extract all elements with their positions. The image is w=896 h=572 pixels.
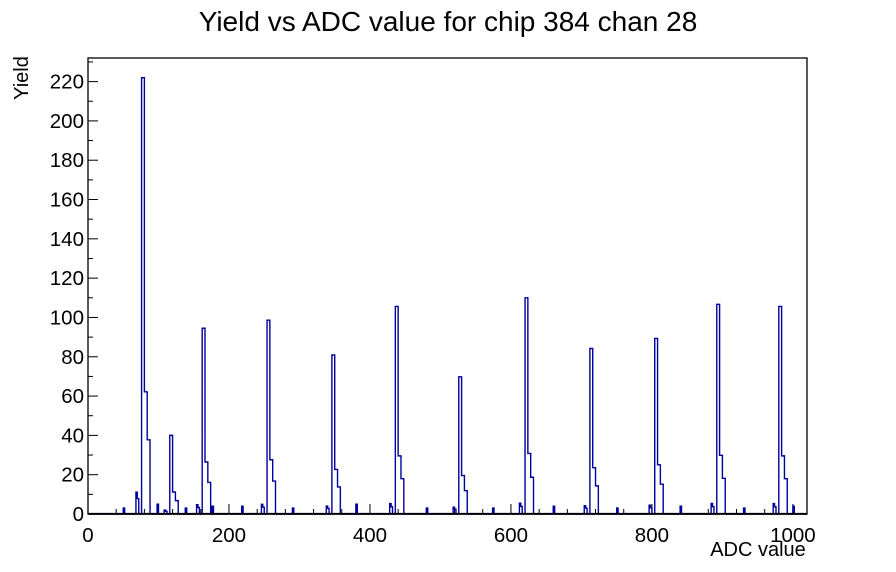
svg-text:400: 400 xyxy=(353,524,387,547)
svg-text:80: 80 xyxy=(61,346,84,369)
svg-text:160: 160 xyxy=(50,189,84,212)
svg-text:0: 0 xyxy=(82,524,93,547)
svg-text:Yield: Yield xyxy=(11,56,33,100)
svg-text:800: 800 xyxy=(635,524,669,547)
svg-text:140: 140 xyxy=(50,228,84,251)
svg-text:200: 200 xyxy=(50,110,84,133)
svg-text:220: 220 xyxy=(50,71,84,94)
svg-text:100: 100 xyxy=(50,306,84,329)
svg-text:20: 20 xyxy=(61,464,84,487)
svg-text:200: 200 xyxy=(212,524,246,547)
svg-text:0: 0 xyxy=(73,503,84,526)
svg-text:ADC value: ADC value xyxy=(710,539,806,561)
svg-text:60: 60 xyxy=(61,385,84,408)
svg-text:180: 180 xyxy=(50,149,84,172)
svg-text:600: 600 xyxy=(494,524,528,547)
svg-text:120: 120 xyxy=(50,267,84,290)
svg-text:40: 40 xyxy=(61,424,84,447)
